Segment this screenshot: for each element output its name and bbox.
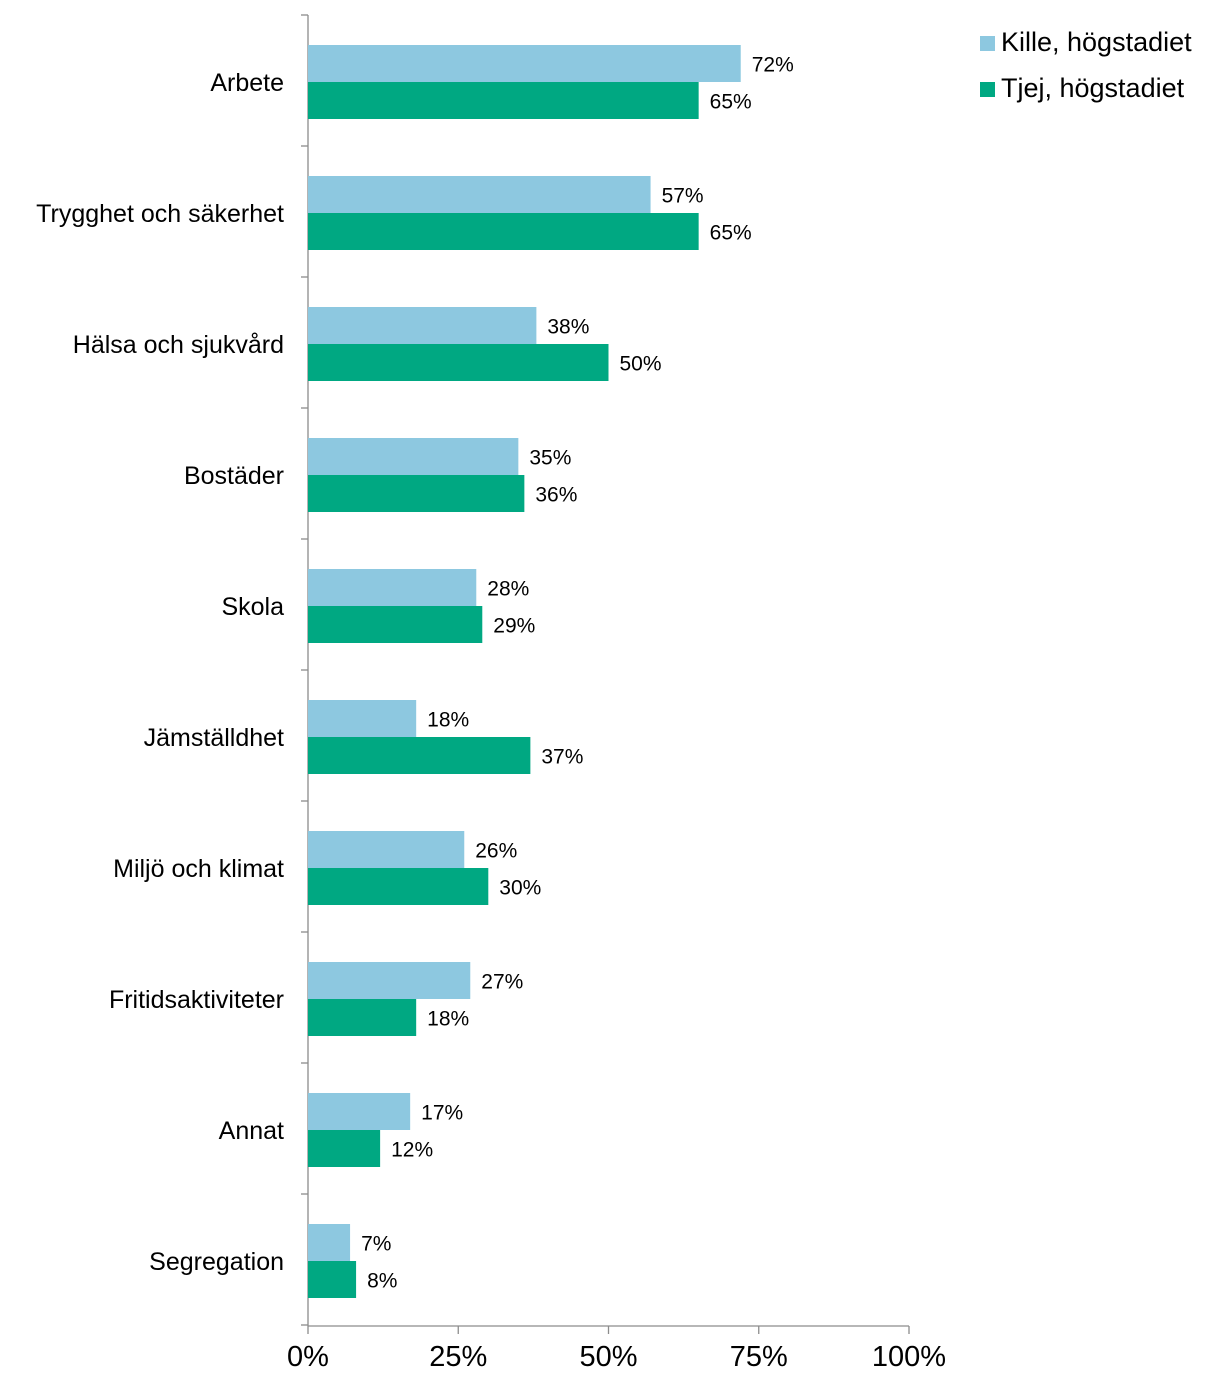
bar-tjej [308, 1130, 381, 1167]
x-tick-label: 25% [429, 1341, 487, 1373]
data-label: 28% [487, 578, 529, 601]
data-label: 35% [529, 447, 571, 470]
data-label: 26% [475, 840, 517, 863]
bar-kille [308, 831, 465, 868]
data-label: 18% [427, 709, 469, 732]
category-label: Hälsa och sjukvård [73, 331, 284, 359]
data-label: 65% [710, 91, 752, 114]
bar-kille [308, 438, 519, 475]
data-label: 29% [493, 615, 535, 638]
legend-label: Tjej, högstadiet [1001, 73, 1185, 103]
data-label: 8% [367, 1270, 397, 1293]
bar-tjej [308, 868, 489, 905]
bar-tjej [308, 344, 609, 381]
bar-kille [308, 176, 651, 213]
bar-kille [308, 307, 537, 344]
bar-kille [308, 1224, 351, 1261]
bar-tjej [308, 1261, 357, 1298]
category-label: Trygghet och säkerhet [36, 200, 284, 228]
axes: 0% 25% 50% 75% 100% [287, 14, 946, 1373]
category-label: Miljö och klimat [113, 855, 284, 883]
category-label: Arbete [210, 69, 284, 97]
legend-label: Kille, högstadiet [1001, 27, 1192, 57]
bar-tjej [308, 999, 417, 1036]
data-label: 36% [535, 484, 577, 507]
data-label: 50% [620, 353, 662, 376]
category-label: Bostäder [184, 462, 284, 490]
data-label: 7% [361, 1233, 391, 1256]
bar-kille [308, 962, 471, 999]
data-label: 18% [427, 1008, 469, 1031]
x-tick-label: 100% [872, 1341, 946, 1373]
bar-kille [308, 1093, 411, 1130]
x-tick-label: 0% [287, 1341, 329, 1373]
bar-tjej [308, 737, 531, 774]
data-label: 17% [421, 1102, 463, 1125]
x-tick-label: 50% [579, 1341, 637, 1373]
x-tick-label: 75% [730, 1341, 788, 1373]
data-label: 38% [547, 316, 589, 339]
category-label: Fritidsaktiviteter [109, 986, 284, 1014]
bar-tjej [308, 213, 699, 250]
legend: Kille, högstadiet Tjej, högstadiet [980, 27, 1192, 103]
category-label: Jämställdhet [144, 724, 284, 752]
data-label: 27% [481, 971, 523, 994]
data-label: 12% [391, 1139, 433, 1162]
data-label: 72% [752, 54, 794, 77]
labels: Arbete Trygghet och säkerhet Hälsa och sju… [36, 54, 794, 1293]
category-label: Segregation [149, 1248, 284, 1276]
bar-kille [308, 569, 477, 606]
bar-kille [308, 45, 741, 82]
bar-kille [308, 700, 417, 737]
legend-swatch [980, 36, 995, 51]
data-label: 37% [541, 746, 583, 769]
category-label: Skola [221, 593, 284, 621]
category-label: Annat [219, 1117, 284, 1145]
legend-swatch [980, 82, 995, 97]
data-label: 30% [499, 877, 541, 900]
data-label: 65% [710, 222, 752, 245]
bars [308, 45, 741, 1298]
data-label: 57% [662, 185, 704, 208]
bar-tjej [308, 606, 483, 643]
bar-tjej [308, 475, 525, 512]
bar-tjej [308, 82, 699, 119]
